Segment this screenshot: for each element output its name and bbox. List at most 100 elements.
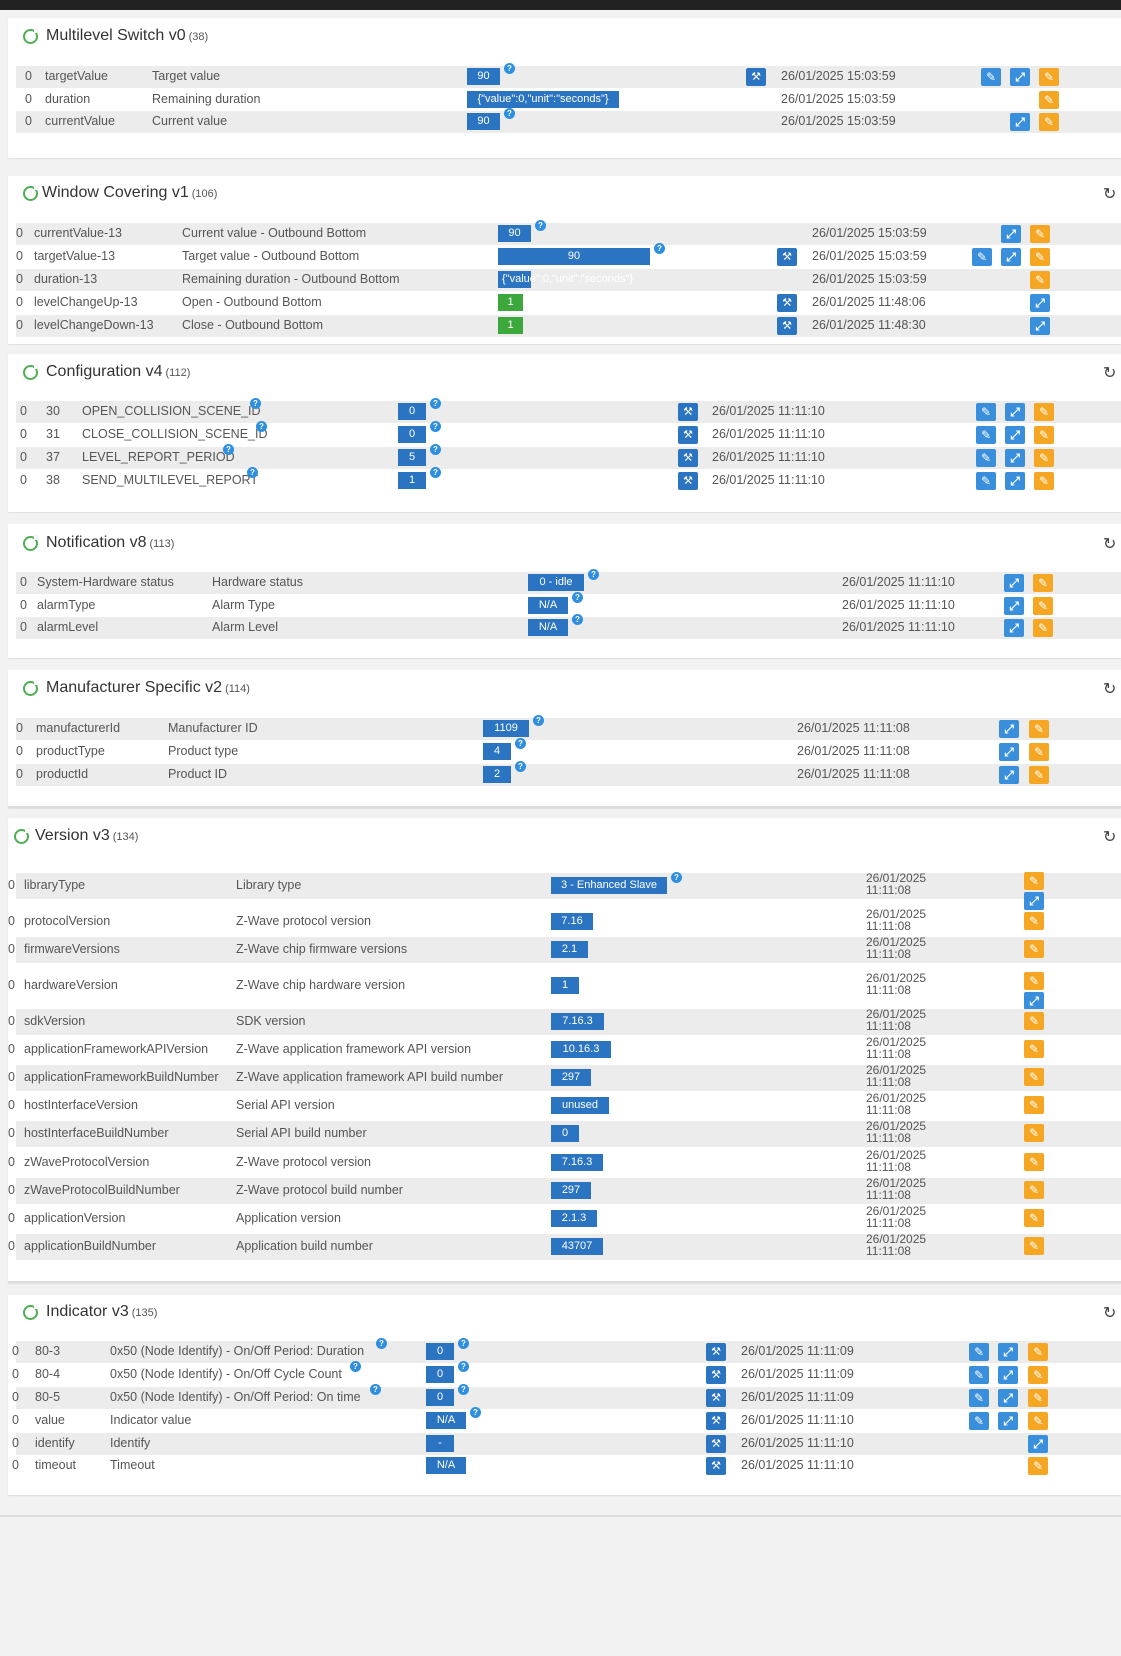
value-badge[interactable]: N/A [426, 1412, 466, 1429]
value-badge[interactable]: 1 [498, 294, 523, 311]
value-badge[interactable]: 10.16.3 [551, 1041, 611, 1058]
configure-button[interactable]: ⤢ [1005, 449, 1025, 467]
set-button[interactable]: ✎ [1039, 91, 1059, 109]
help-icon[interactable]: ? [370, 1384, 381, 1395]
configure-button[interactable]: ⤢ [1004, 597, 1024, 615]
value-badge[interactable]: 297 [551, 1182, 591, 1199]
edit-button[interactable]: ✎ [969, 1343, 989, 1361]
wrench-icon[interactable]: ⚒ [706, 1389, 726, 1407]
help-icon[interactable]: ? [458, 1384, 469, 1395]
configure-button[interactable]: ⤢ [1030, 317, 1050, 335]
help-icon[interactable]: ? [430, 467, 441, 478]
edit-button[interactable]: ✎ [969, 1412, 989, 1430]
refresh-icon[interactable]: ↻ [1103, 829, 1117, 846]
configure-button[interactable]: ⤢ [998, 1389, 1018, 1407]
set-button[interactable]: ✎ [1034, 472, 1054, 490]
configure-button[interactable]: ⤢ [999, 766, 1019, 784]
value-badge[interactable]: 1 [498, 317, 523, 334]
set-button[interactable]: ✎ [1033, 574, 1053, 592]
wrench-icon[interactable]: ⚒ [706, 1412, 726, 1430]
edit-button[interactable]: ✎ [981, 68, 1001, 86]
value-badge[interactable]: {"value":0,"unit":"seconds"} [498, 271, 633, 288]
help-icon[interactable]: ? [535, 220, 546, 231]
value-badge[interactable]: N/A [528, 619, 568, 636]
help-icon[interactable]: ? [247, 467, 258, 478]
value-badge[interactable]: 43707 [551, 1238, 603, 1255]
value-badge[interactable]: 0 [426, 1366, 454, 1383]
set-button[interactable]: ✎ [1030, 225, 1050, 243]
set-button[interactable]: ✎ [1029, 766, 1049, 784]
help-icon[interactable]: ? [223, 444, 234, 455]
help-icon[interactable]: ? [572, 614, 583, 625]
set-button[interactable]: ✎ [1024, 912, 1044, 930]
configure-button[interactable]: ⤢ [1005, 403, 1025, 421]
wrench-icon[interactable]: ⚒ [706, 1343, 726, 1361]
wrench-icon[interactable]: ⚒ [678, 403, 698, 421]
set-button[interactable]: ✎ [1039, 68, 1059, 86]
set-button[interactable]: ✎ [1034, 426, 1054, 444]
configure-button[interactable]: ⤢ [1001, 225, 1021, 243]
set-button[interactable]: ✎ [1024, 1153, 1044, 1171]
help-icon[interactable]: ? [470, 1407, 481, 1418]
value-badge[interactable]: 297 [551, 1069, 591, 1086]
help-icon[interactable]: ? [458, 1338, 469, 1349]
help-icon[interactable]: ? [588, 569, 599, 580]
set-button[interactable]: ✎ [1028, 1457, 1048, 1475]
refresh-icon[interactable]: ↻ [1103, 536, 1117, 553]
help-icon[interactable]: ? [572, 592, 583, 603]
configure-button[interactable]: ⤢ [999, 720, 1019, 738]
set-button[interactable]: ✎ [1028, 1412, 1048, 1430]
refresh-icon[interactable]: ↻ [1103, 1305, 1117, 1322]
edit-button[interactable]: ✎ [976, 449, 996, 467]
help-icon[interactable]: ? [671, 872, 682, 883]
wrench-icon[interactable]: ⚒ [678, 449, 698, 467]
value-badge[interactable]: N/A [426, 1457, 466, 1474]
help-icon[interactable]: ? [256, 421, 267, 432]
configure-button[interactable]: ⤢ [1010, 68, 1030, 86]
set-button[interactable]: ✎ [1028, 1366, 1048, 1384]
value-badge[interactable]: 7.16.3 [551, 1154, 603, 1171]
value-badge[interactable]: 4 [483, 743, 511, 760]
help-icon[interactable]: ? [430, 444, 441, 455]
set-button[interactable]: ✎ [1024, 1040, 1044, 1058]
configure-button[interactable]: ⤢ [1005, 472, 1025, 490]
configure-button[interactable]: ⤢ [1001, 248, 1021, 266]
configure-button[interactable]: ⤢ [999, 743, 1019, 761]
configure-button[interactable]: ⤢ [998, 1366, 1018, 1384]
edit-button[interactable]: ✎ [976, 426, 996, 444]
value-badge[interactable]: 1109 [483, 720, 529, 737]
wrench-icon[interactable]: ⚒ [678, 426, 698, 444]
value-badge[interactable]: 1 [551, 977, 579, 994]
value-badge[interactable]: 90 [498, 225, 531, 242]
help-icon[interactable]: ? [376, 1338, 387, 1349]
wrench-icon[interactable]: ⚒ [706, 1457, 726, 1475]
help-icon[interactable]: ? [504, 108, 515, 119]
edit-button[interactable]: ✎ [976, 403, 996, 421]
wrench-icon[interactable]: ⚒ [777, 248, 797, 266]
set-button[interactable]: ✎ [1024, 872, 1044, 890]
help-icon[interactable]: ? [458, 1361, 469, 1372]
value-badge[interactable]: 3 - Enhanced Slave [551, 877, 667, 894]
set-button[interactable]: ✎ [1029, 743, 1049, 761]
edit-button[interactable]: ✎ [976, 472, 996, 490]
configure-button[interactable]: ⤢ [1024, 992, 1044, 1010]
value-badge[interactable]: 90 [467, 113, 500, 130]
wrench-icon[interactable]: ⚒ [706, 1435, 726, 1453]
value-badge[interactable]: 1 [398, 472, 426, 489]
set-button[interactable]: ✎ [1024, 1124, 1044, 1142]
configure-button[interactable]: ⤢ [1004, 619, 1024, 637]
wrench-icon[interactable]: ⚒ [706, 1366, 726, 1384]
configure-button[interactable]: ⤢ [1004, 574, 1024, 592]
configure-button[interactable]: ⤢ [1005, 426, 1025, 444]
value-badge[interactable]: 7.16 [551, 913, 593, 930]
help-icon[interactable]: ? [515, 738, 526, 749]
refresh-icon[interactable]: ↻ [1103, 681, 1117, 698]
refresh-icon[interactable]: ↻ [1103, 186, 1117, 203]
help-icon[interactable]: ? [504, 63, 515, 74]
set-button[interactable]: ✎ [1034, 449, 1054, 467]
value-badge[interactable]: 5 [398, 449, 426, 466]
set-button[interactable]: ✎ [1028, 1389, 1048, 1407]
value-badge[interactable]: 0 [551, 1125, 579, 1142]
value-badge[interactable]: N/A [528, 597, 568, 614]
set-button[interactable]: ✎ [1024, 1012, 1044, 1030]
